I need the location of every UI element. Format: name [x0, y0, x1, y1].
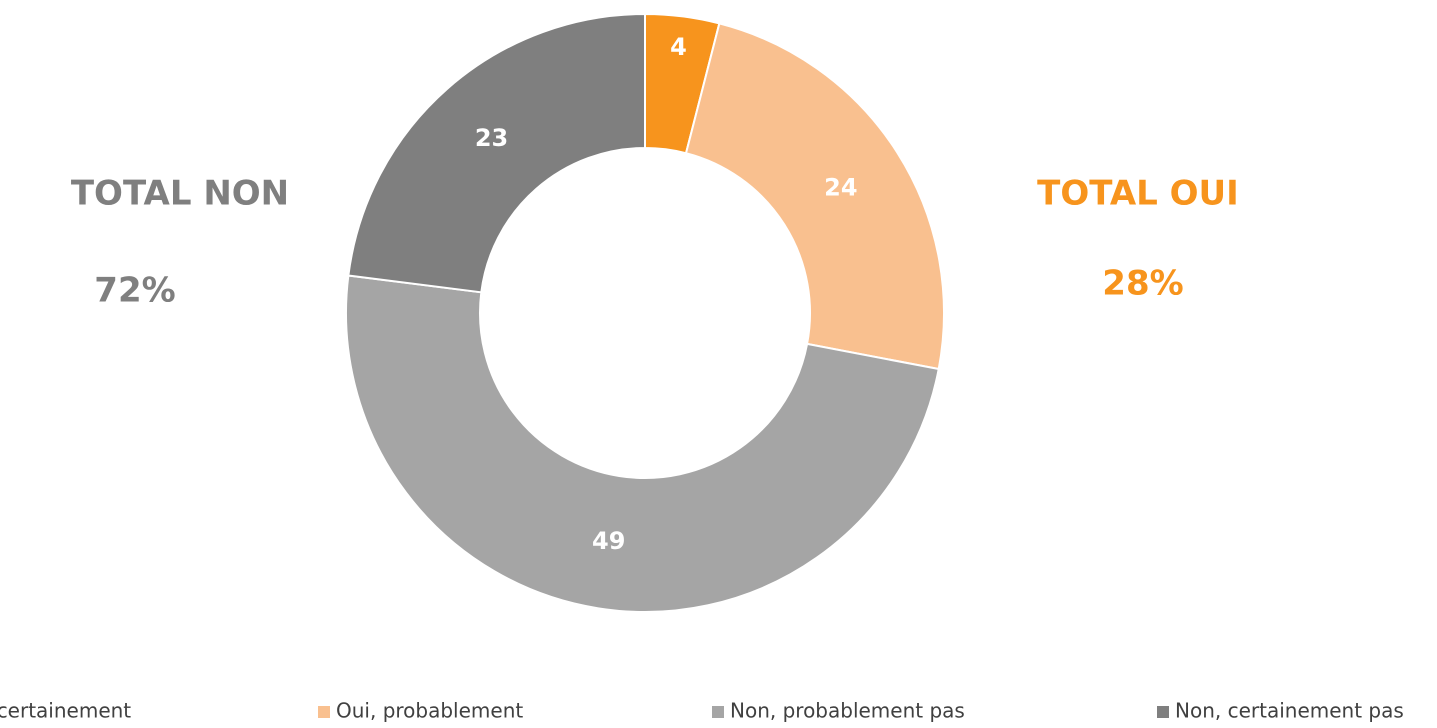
legend-marker: [1157, 706, 1169, 718]
annotation: TOTAL NON: [71, 174, 289, 214]
data-label: 24: [824, 174, 857, 202]
legend-marker: [318, 706, 330, 718]
legend-label: Non, certainement pas: [1175, 699, 1404, 723]
legend-label: Oui, probablement: [336, 699, 523, 723]
donut-slice: [345, 274, 940, 613]
legend-label: Non, probablement pas: [730, 699, 965, 723]
legend-marker: [712, 706, 724, 718]
annotation: TOTAL OUI: [1037, 174, 1239, 214]
data-label: 23: [475, 124, 508, 152]
annotation: 72%: [94, 271, 175, 311]
data-label: 49: [592, 527, 625, 555]
legend-label: Oui, certainement: [0, 699, 131, 723]
data-label: 4: [670, 33, 687, 61]
annotation: 28%: [1102, 264, 1183, 304]
donut-slice: [684, 22, 945, 371]
donut-slice: [347, 12, 646, 294]
